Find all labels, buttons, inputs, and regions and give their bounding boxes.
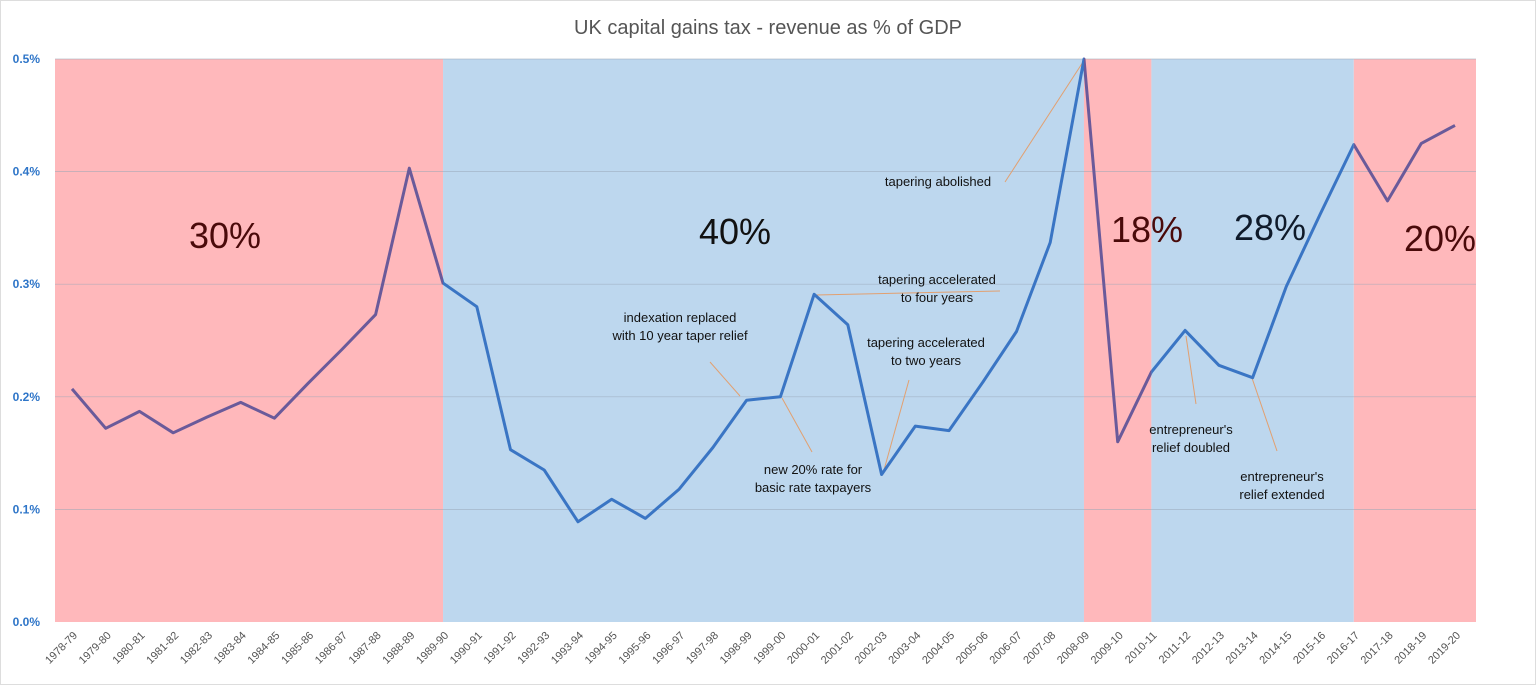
annotation-text: basic rate taxpayers [755,480,872,495]
annotation-text: new 20% rate for [764,462,863,477]
rate-bands [55,59,1476,622]
annotation-text: to four years [901,290,974,305]
rate-band [443,59,1084,622]
band-labels: 30% 40% 18% 28% 20% [189,207,1476,259]
rate-band [55,59,444,622]
band-rate-label: 30% [189,215,261,256]
annotation-text: relief doubled [1152,440,1230,455]
band-rate-label: 28% [1234,207,1306,248]
annotation-text: tapering accelerated [867,335,985,350]
annotation-leader-line [815,290,1001,296]
rate-band [1151,59,1354,622]
annotation-text: entrepreneur's [1240,469,1324,484]
annotation-text: with 10 year taper relief [611,328,748,343]
annotation-text: relief extended [1239,487,1324,502]
rate-band [1083,59,1152,622]
series-line-segment [443,57,1084,524]
annotation-text: tapering abolished [885,174,991,189]
annotation-leader-line [1004,61,1084,183]
annotations: indexation replaced with 10 year taper re… [611,174,1324,502]
series-line-segment [70,166,444,435]
annotation-leader-line [883,379,910,471]
band-rate-label: 18% [1111,209,1183,250]
annotation-leaders [709,61,1278,471]
y-tick-label: 0.2% [13,390,41,404]
annotation-leader-line [1251,377,1278,452]
annotation-leader-line [709,361,741,397]
y-axis: 0.0% 0.1% 0.2% 0.3% 0.4% 0.5% [13,52,41,629]
y-tick-label: 0.5% [13,52,41,66]
y-tick-label: 0.4% [13,165,41,179]
rate-band [1353,59,1476,622]
y-tick-label: 0.3% [13,277,41,291]
y-tick-label: 0.0% [13,615,41,629]
annotation-text: entrepreneur's [1149,422,1233,437]
annotation-text: tapering accelerated [878,272,996,287]
series-line-segment [1151,143,1354,380]
band-rate-label: 40% [699,211,771,252]
y-tick-label: 0.1% [13,502,41,516]
annotation-text: indexation replaced [624,310,737,325]
annotation-leader-line [1185,335,1197,405]
annotation-text: to two years [891,353,962,368]
series-line [70,57,1456,524]
chart-title: UK capital gains tax - revenue as % of G… [574,17,962,39]
annotation-leader-line [781,397,813,453]
band-rate-label: 20% [1404,218,1476,259]
